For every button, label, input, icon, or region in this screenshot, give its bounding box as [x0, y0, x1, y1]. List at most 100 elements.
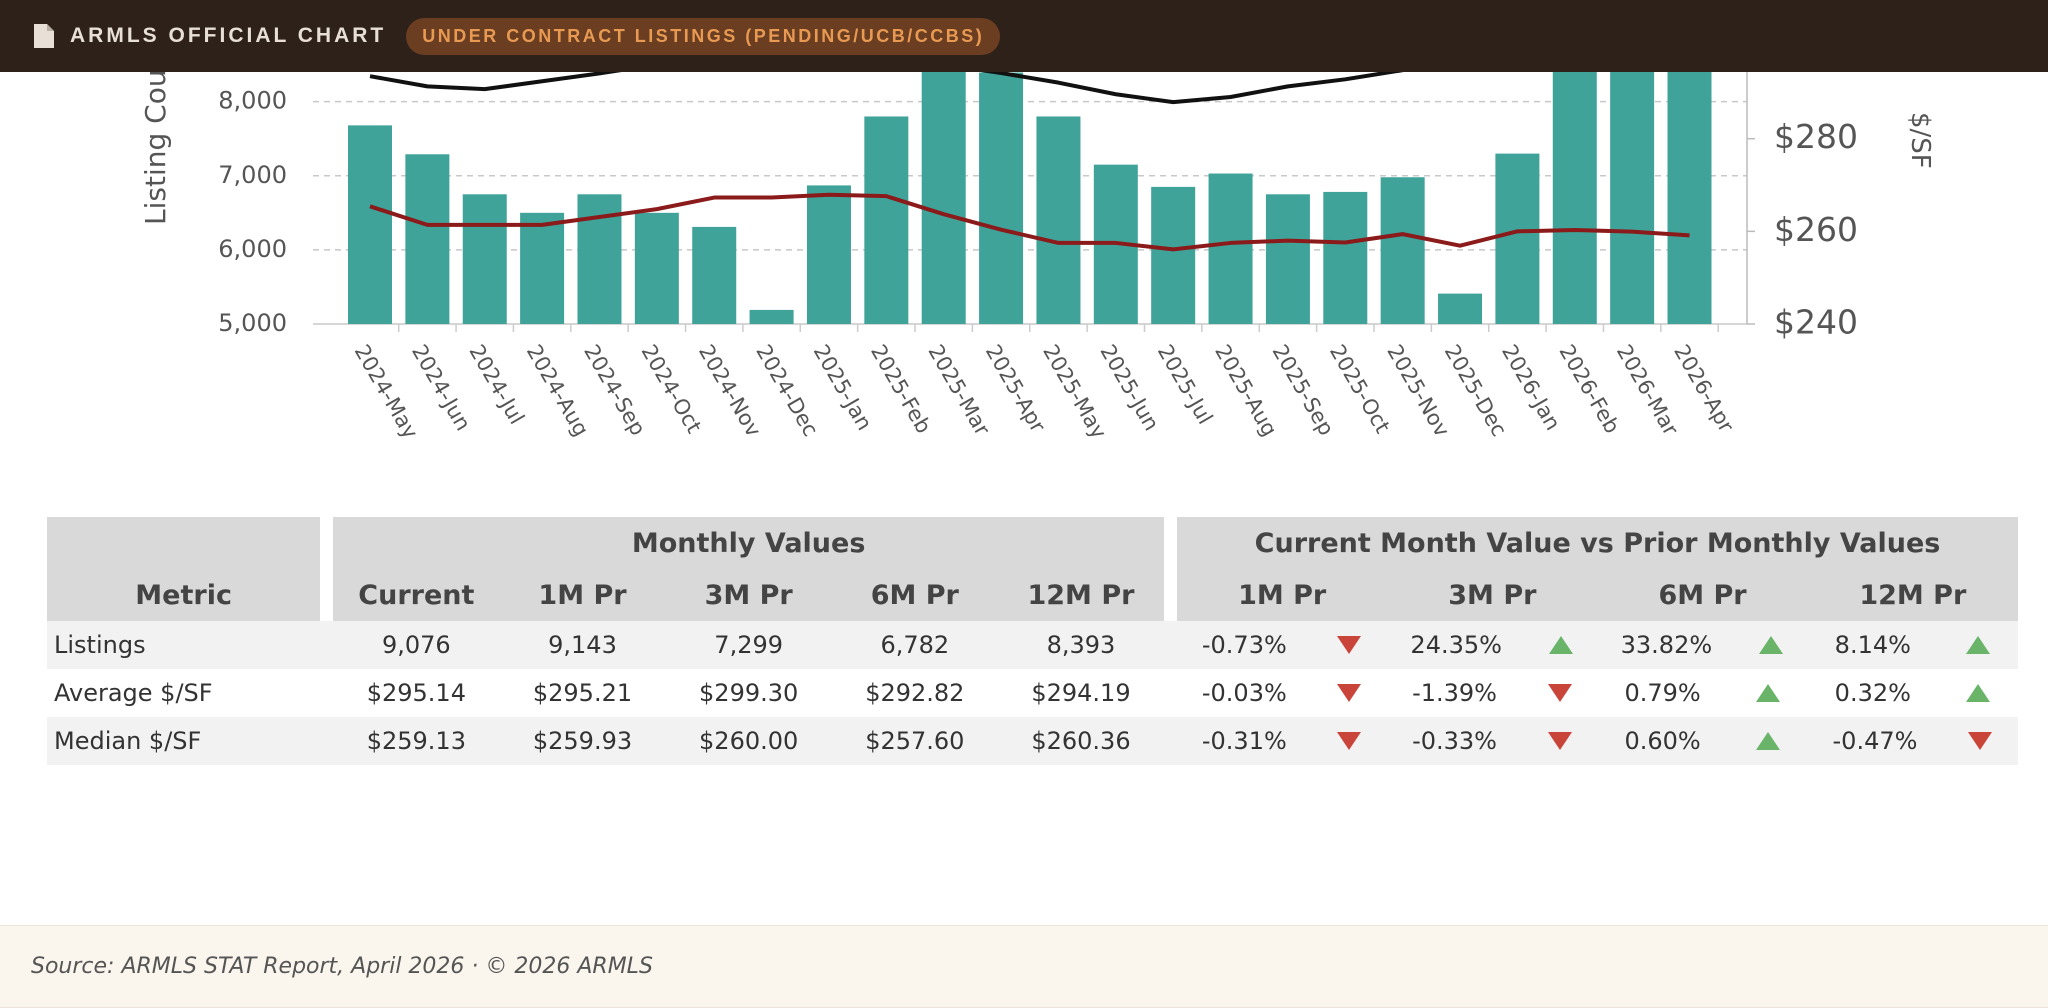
change: 33.82%	[1597, 631, 1807, 659]
change-value: -0.03%	[1201, 679, 1287, 707]
change-cell: -0.31%	[1177, 717, 1388, 765]
column-header: 12M Pr	[997, 569, 1165, 621]
bar	[1610, 72, 1655, 324]
arrow-shape	[1547, 732, 1572, 750]
arrow-shape	[1547, 684, 1572, 702]
bar	[520, 212, 565, 324]
value-cell: $260.00	[665, 717, 832, 765]
value-cell: $292.82	[865, 679, 965, 707]
spacer	[1164, 517, 1178, 621]
change-value: 24.35%	[1410, 631, 1502, 659]
spacer	[320, 669, 333, 717]
bar	[1151, 186, 1196, 324]
arrow-shape	[1337, 684, 1362, 702]
change: -0.73%	[1177, 631, 1387, 659]
spacer	[320, 517, 334, 621]
change: -0.03%	[1177, 679, 1387, 707]
column-header: 1M Pr	[1177, 569, 1388, 621]
bar	[1265, 194, 1310, 324]
column-header: Metric	[47, 517, 321, 621]
trend-arrow	[1337, 732, 1362, 750]
trend-arrow	[1337, 636, 1362, 654]
value-cell: $295.21	[532, 679, 633, 707]
chart: 5,0006,0007,0008,000$240$260$280Listing …	[139, 41, 1935, 443]
change-value: -0.47%	[1832, 727, 1918, 755]
column-header: 3M Pr	[1387, 569, 1598, 621]
spacer	[1164, 717, 1178, 765]
bar	[1380, 177, 1425, 324]
change-value: 33.82%	[1620, 631, 1713, 659]
value-cell: 7,299	[665, 621, 832, 669]
y2-tick-label: $260	[1774, 210, 1858, 249]
arrow-shape	[1755, 732, 1780, 750]
change-value: 0.32%	[1834, 679, 1911, 707]
trend-arrow	[1965, 636, 1990, 654]
header-title: ARMLS OFFICIAL CHART	[70, 24, 387, 47]
trend-arrow	[1755, 732, 1780, 750]
bar	[462, 194, 507, 324]
value-cell: 9,076	[333, 621, 500, 669]
group-header: Current Month Value vs Prior Monthly Val…	[1177, 517, 2018, 569]
bar	[1495, 153, 1540, 324]
y2-tick-label: $240	[1774, 303, 1858, 342]
bar	[405, 154, 450, 324]
value-cell: $295.14	[366, 679, 466, 707]
arrow-shape	[1337, 732, 1362, 750]
change: -0.31%	[1177, 727, 1387, 755]
change: 0.79%	[1597, 679, 1807, 707]
bar	[348, 125, 392, 324]
arrow-shape	[1337, 636, 1362, 654]
column-header: Current	[333, 569, 500, 621]
table-row: Average $/SF $295.14 $295.21 $299.30 $292.82…	[47, 669, 2018, 717]
value-cell: $260.36	[997, 717, 1165, 765]
spacer	[320, 717, 334, 765]
change-value: -0.73%	[1201, 631, 1287, 659]
metric-name: Listings	[47, 621, 321, 669]
bar	[1208, 173, 1253, 324]
column-header: 1M Pr	[499, 569, 666, 621]
trend-arrow	[1547, 732, 1572, 750]
trend-arrow	[1755, 684, 1780, 702]
value-cell: $259.13	[333, 717, 500, 765]
trend-arrow	[1549, 636, 1574, 654]
source-note: Source: ARMLS STAT Report, April 2026 · …	[31, 954, 653, 979]
change-value: -0.33%	[1412, 727, 1497, 755]
metric-name: Average $/SF	[54, 679, 213, 707]
doc-icon	[34, 24, 54, 48]
table-row: Median $/SF $259.13 $259.93 $260.00 $257.60 $…	[47, 717, 2018, 765]
arrow-shape	[1968, 732, 1993, 750]
change-cell: -0.47%	[1807, 717, 2018, 765]
spacer	[1164, 669, 1177, 717]
arrow-shape	[1755, 684, 1780, 702]
change-cell: 33.82%	[1597, 621, 1808, 669]
footer: Source: ARMLS STAT Report, April 2026 · …	[0, 925, 2048, 1008]
bar	[864, 116, 909, 324]
x-tick-label: 2025-Jul	[1153, 341, 1218, 429]
bar	[692, 226, 737, 324]
change-cell: -0.73%	[1177, 621, 1388, 669]
bar	[806, 185, 851, 324]
header: ARMLS OFFICIAL CHART UNDER CONTRACT LIST…	[0, 0, 2048, 72]
arrow-shape	[1965, 684, 1990, 702]
bar	[921, 72, 966, 324]
y-tick-label: 6,000	[218, 235, 287, 263]
arrow-shape	[1759, 636, 1784, 654]
bar	[1552, 72, 1597, 324]
spacer	[1164, 621, 1178, 669]
bar	[1323, 191, 1368, 324]
change-cell: 8.14%	[1807, 621, 2018, 669]
spacer	[320, 621, 334, 669]
y-tick-label: 8,000	[218, 87, 287, 115]
y-tick-label: 7,000	[218, 161, 287, 189]
change-cell: -0.33%	[1387, 717, 1598, 765]
change: -1.39%	[1387, 679, 1597, 707]
change-cell: 0.32%	[1808, 669, 2018, 717]
change-value: -0.31%	[1201, 727, 1287, 755]
y-tick-label: 5,000	[218, 309, 287, 337]
bar	[634, 212, 679, 324]
x-tick-label: 2024-Jul	[464, 341, 529, 429]
metrics-table: Metric Monthly Values Current Month Value …	[47, 517, 2018, 765]
value-cell: 8,393	[997, 621, 1165, 669]
value-cell: $259.93	[499, 717, 666, 765]
change-cell: -1.39%	[1387, 669, 1597, 717]
